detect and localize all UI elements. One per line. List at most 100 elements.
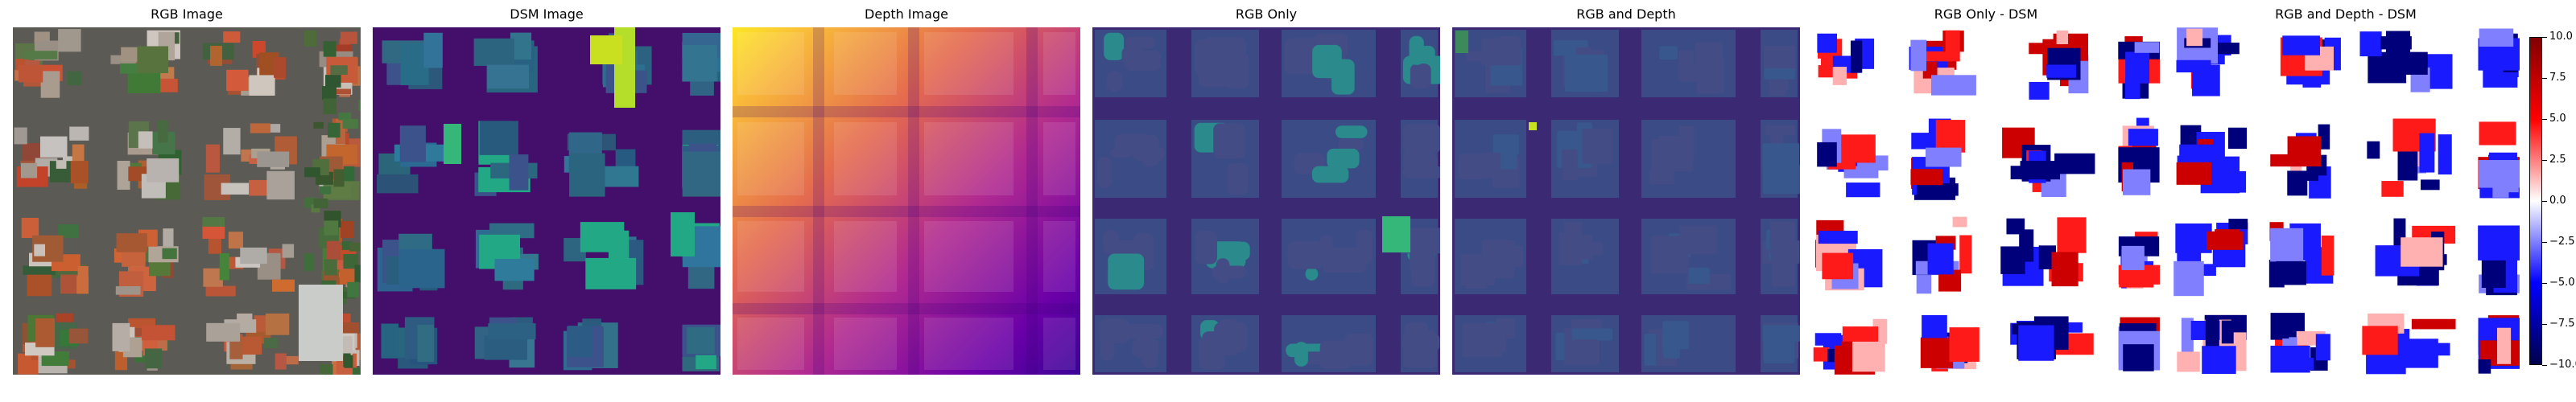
rgb-roof [209, 45, 223, 66]
rgb-tree [358, 99, 361, 111]
diff-patch [2177, 351, 2200, 372]
diff-patch [2479, 121, 2516, 146]
pred-building [1344, 333, 1373, 366]
rgb-roof [250, 123, 271, 133]
rgb-white-building [299, 285, 343, 361]
diff-patch [2128, 129, 2158, 146]
pred-building [1697, 56, 1724, 94]
colorbar-tick-label: 5.0 [2549, 113, 2566, 125]
panel-image-rgb [13, 27, 361, 375]
pred-building [1410, 245, 1435, 275]
pred-building [1764, 68, 1796, 80]
pred-building [1104, 32, 1125, 60]
pred-building [1769, 221, 1795, 255]
pred-building [1459, 154, 1484, 179]
diff-patch [2029, 81, 2050, 100]
pred-building [1688, 267, 1710, 284]
diff-background [1812, 27, 2160, 375]
pred-artifact [1529, 122, 1537, 130]
diff-patch [2478, 359, 2491, 374]
pred-building [1327, 148, 1360, 169]
pred-building [1763, 336, 1795, 363]
depth-block [1043, 221, 1075, 292]
pred-building [1236, 241, 1250, 260]
diff-patch [1910, 39, 1927, 72]
diff-patch [1817, 33, 1838, 53]
diff-patch [2121, 245, 2145, 270]
depth-block [1043, 122, 1075, 195]
diff-patch [1852, 341, 1885, 372]
diff-patch [2215, 43, 2240, 55]
dsm-building [484, 335, 527, 360]
rgb-roof [127, 72, 161, 94]
rgb-tree [342, 118, 358, 129]
dsm-tall-building [590, 35, 622, 64]
colorbar-tick [2542, 37, 2547, 38]
rgb-tree [343, 353, 351, 367]
colorbar [2529, 37, 2542, 365]
depth-street [733, 303, 1080, 314]
rgb-tree [323, 98, 336, 114]
diff-patch [1959, 235, 1972, 274]
depth-block [737, 221, 804, 292]
rgb-tree [322, 86, 337, 100]
diff-patch [1817, 142, 1837, 167]
rgb-roof [131, 327, 144, 337]
pred-building [1142, 349, 1158, 369]
dsm-building [398, 248, 445, 289]
rgb-roof [341, 221, 354, 239]
rgb-roof [228, 232, 243, 249]
diff-patch [2421, 179, 2440, 191]
depth-block [924, 122, 1013, 195]
diff-patch [2020, 161, 2060, 180]
rgb-tree [303, 30, 317, 47]
pred-building [1659, 46, 1678, 60]
rgb-roof [58, 29, 81, 52]
rgb-tree [313, 199, 328, 208]
diff-patch [2496, 327, 2512, 364]
rgb-roof [327, 260, 355, 270]
colorbar-tick-label: −7.5 [2549, 318, 2575, 330]
rgb-roof [138, 131, 153, 149]
rgb-roof [119, 63, 141, 74]
depth-block [737, 32, 804, 95]
diff-patch [1949, 327, 1979, 362]
pred-building [1110, 148, 1133, 158]
pred-building [1650, 236, 1689, 274]
diff-patch [1813, 347, 1830, 362]
dsm-building [377, 174, 419, 194]
colorbar-tick-label: 10.0 [2549, 31, 2573, 43]
dsm-building [381, 323, 399, 359]
rgb-roof [147, 158, 180, 183]
rgb-roof [223, 128, 241, 155]
dsm-building [682, 151, 720, 197]
rgb-tree [341, 241, 353, 250]
pred-building [1482, 152, 1503, 178]
rgb-roof [39, 136, 68, 158]
rgb-tree [320, 364, 333, 375]
colorbar-tick-label: 2.5 [2549, 154, 2566, 166]
diff-patch [2276, 260, 2306, 285]
dsm-building [569, 153, 605, 197]
pred-building [1649, 168, 1674, 185]
depth-field [733, 27, 1080, 375]
pred-building [1488, 240, 1515, 278]
pred-building [1410, 64, 1431, 88]
diff-patch [2176, 59, 2211, 73]
pred-artifact [1455, 31, 1468, 53]
dsm-building [399, 125, 426, 162]
colorbar-tick-label: −2.5 [2549, 236, 2575, 248]
pred-building [1765, 125, 1795, 136]
pred-building [1762, 325, 1800, 342]
rgb-roof [205, 144, 220, 173]
depth-street [733, 206, 1080, 217]
rgb-roof [265, 313, 290, 335]
diff-patch [1910, 169, 1943, 186]
diff-patch [2122, 169, 2151, 195]
depth-block [1043, 32, 1075, 95]
panel-image-dsm [373, 27, 720, 375]
rgb-roof [340, 31, 358, 44]
rgb-roof [56, 313, 73, 322]
diff-patch [1930, 75, 1976, 96]
diff-patch [2381, 181, 2404, 197]
